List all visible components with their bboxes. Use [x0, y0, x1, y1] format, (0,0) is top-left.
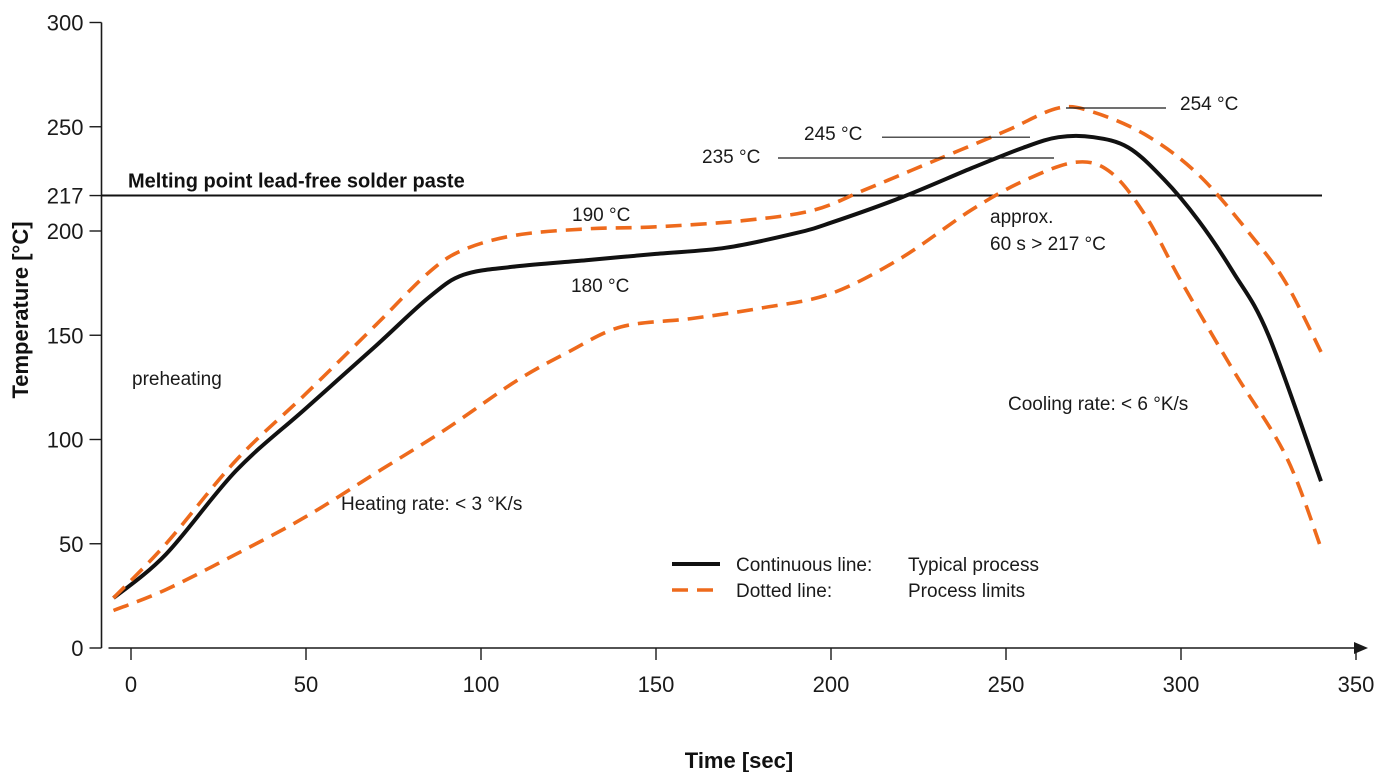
x-tick-label: 0: [125, 672, 137, 697]
y-axis-title: Temperature [°C]: [8, 221, 33, 398]
annotation-cooling-rate: Cooling rate: < 6 °K/s: [1008, 394, 1188, 415]
series-line-upper: [112, 104, 1323, 600]
legend-meaning-limits: Process limits: [908, 581, 1025, 602]
x-tick-label: 100: [463, 672, 500, 697]
legend-label-typical: Continuous line:: [736, 555, 872, 576]
legend-meaning-typical: Typical process: [908, 555, 1039, 576]
x-tick-label: 350: [1338, 672, 1375, 697]
melting-point-label: Melting point lead-free solder paste: [128, 171, 465, 193]
x-tick-label: 150: [638, 672, 675, 697]
legend-label-limits: Dotted line:: [736, 581, 832, 602]
y-tick-label: 0: [71, 636, 83, 661]
y-tick-label: 217: [47, 184, 84, 209]
y-tick-label: 250: [47, 115, 84, 140]
leader-lines: [778, 107, 1166, 159]
y-tick-label: 100: [47, 428, 84, 453]
x-tick-label: 250: [988, 672, 1025, 697]
annotation-preheating: preheating: [132, 369, 222, 390]
annotation-60s-above-217: 60 s > 217 °C: [990, 234, 1106, 255]
annotation-245c: 245 °C: [804, 124, 862, 145]
x-axis-arrow-icon: [1354, 642, 1368, 654]
axes: [100, 22, 1368, 654]
ticks: 0 50 100 150 200 217 250 300 0 50 100 150 200 250 300 3…: [47, 11, 1375, 698]
annotation-254c: 254 °C: [1180, 94, 1238, 115]
series-group: [112, 104, 1323, 613]
x-axis-title: Time [sec]: [685, 748, 793, 772]
annotation-235c: 235 °C: [702, 147, 760, 168]
y-tick-label: 200: [47, 219, 84, 244]
y-tick-label: 50: [59, 532, 83, 557]
annotation-180c: 180 °C: [571, 276, 629, 297]
annotation-heating-rate: Heating rate: < 3 °K/s: [341, 494, 522, 515]
y-tick-label: 150: [47, 323, 84, 348]
x-tick-label: 200: [813, 672, 850, 697]
series-line-typical: [112, 133, 1323, 600]
x-tick-label: 50: [294, 672, 318, 697]
legend: Continuous line: Typical process Dotted …: [672, 555, 1039, 602]
x-tick-label: 300: [1163, 672, 1200, 697]
series-line-lower: [112, 160, 1323, 613]
y-tick-label: 300: [47, 11, 84, 36]
annotation-approx: approx.: [990, 207, 1053, 228]
annotation-190c: 190 °C: [572, 205, 630, 226]
